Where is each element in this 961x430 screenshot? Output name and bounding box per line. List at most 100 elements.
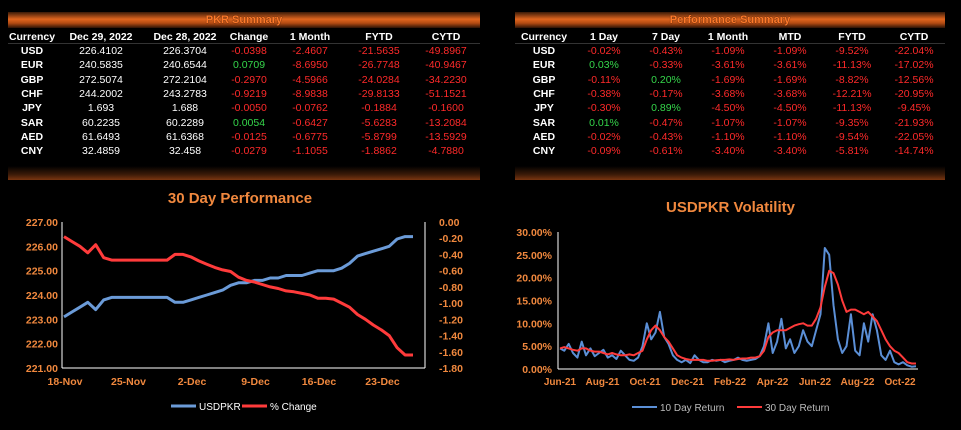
chart-title: USDPKR Volatility — [666, 199, 795, 216]
value-cell: -21.5635 — [358, 45, 400, 58]
column-header: 1 Month — [697, 30, 759, 44]
value-cell: -8.6950 — [292, 59, 328, 72]
value-cell: -1.69% — [711, 73, 745, 86]
thirty-day-performance-chart: 30 Day Performance 227.00 226.00 225.00 224… — [0, 185, 480, 425]
value-cell: -0.1600 — [428, 102, 464, 115]
currency-cell: CHF — [533, 88, 555, 101]
column-header: MTD — [759, 30, 821, 44]
value-cell: -0.0050 — [231, 102, 267, 115]
table-row: AED -0.02% -0.43% -1.10% -1.10% -9.54% -22.05% — [515, 130, 945, 144]
column-header: FYTD — [346, 30, 412, 44]
value-cell: -0.0125 — [231, 130, 267, 143]
value-cell: -20.95% — [894, 88, 934, 101]
column-header: Currency — [8, 30, 56, 44]
value-cell: 0.89% — [651, 102, 681, 115]
value-cell: -1.09% — [773, 45, 807, 58]
currency-cell: GBP — [532, 73, 556, 86]
performance-summary-footer-band — [515, 166, 945, 180]
y-tick-label-right: 0.00 — [439, 217, 460, 229]
table-row: CHF 244.2002 243.2783 -0.9219 -8.9838 -29.813… — [8, 87, 480, 101]
column-header: Currency — [515, 30, 573, 44]
x-tick-label: Oct-22 — [884, 377, 916, 388]
value-cell: -0.6775 — [292, 130, 328, 143]
value-cell: -0.43% — [649, 45, 683, 58]
legend-label: % Change — [270, 402, 317, 413]
currency-cell: JPY — [534, 102, 554, 115]
y-tick-label-right: -0.60 — [439, 266, 463, 278]
y-tick-label-left: 221.00 — [26, 363, 58, 375]
value-cell: -0.11% — [587, 73, 621, 86]
value-cell: -40.9467 — [425, 59, 467, 72]
value-cell: -1.8862 — [361, 145, 397, 158]
value-cell: -3.68% — [773, 88, 807, 101]
value-cell: -11.13% — [832, 102, 872, 115]
value-cell: -0.0279 — [231, 145, 267, 158]
value-cell: -22.05% — [894, 130, 934, 143]
x-tick-label: Aug-21 — [586, 377, 620, 388]
value-cell: -0.61% — [649, 145, 683, 158]
performance-summary-panel: Performance Summary Currency 1 Day 7 Day 1 … — [515, 12, 945, 180]
table-row: SAR 60.2235 60.2289 0.0054 -0.6427 -5.6283 -13… — [8, 115, 480, 129]
y-tick-label-right: -1.00 — [439, 298, 463, 310]
y-tick-label-right: -0.20 — [439, 233, 463, 245]
table-row: GBP -0.11% 0.20% -1.69% -1.69% -8.82% -12.56% — [515, 73, 945, 87]
series-line-0 — [559, 247, 917, 368]
currency-cell: USD — [532, 45, 556, 58]
value-cell: -1.10% — [773, 130, 807, 143]
value-cell: 244.2002 — [79, 88, 123, 101]
value-cell: -1.1055 — [292, 145, 328, 158]
value-cell: -0.33% — [649, 59, 683, 72]
series-line-0 — [63, 235, 413, 319]
x-tick-label: Jun-22 — [799, 377, 832, 388]
value-cell: -3.61% — [773, 59, 807, 72]
column-header: Change — [224, 30, 274, 44]
x-tick-label: 23-Dec — [365, 376, 400, 388]
x-tick-label: 16-Dec — [302, 376, 337, 388]
x-tick-label: Feb-22 — [714, 377, 747, 388]
value-cell: 1.688 — [171, 102, 199, 115]
y-tick-label-left: 226.00 — [26, 241, 58, 253]
series-line-1 — [559, 269, 916, 365]
value-cell: -29.8133 — [358, 88, 400, 101]
value-cell: -13.2084 — [425, 116, 467, 129]
table-row: EUR 0.03% -0.33% -3.61% -3.61% -11.13% -17.02% — [515, 58, 945, 72]
y-tick-label-left: 224.00 — [26, 290, 58, 302]
currency-cell: SAR — [532, 116, 556, 129]
x-tick-label: 2-Dec — [178, 376, 207, 388]
value-cell: -9.35% — [835, 116, 869, 129]
value-cell: -3.68% — [711, 88, 745, 101]
currency-cell: EUR — [20, 59, 44, 72]
x-tick-label: Jun-21 — [544, 377, 577, 388]
value-cell: -0.09% — [587, 145, 621, 158]
y-tick-label-right: -0.40 — [439, 249, 463, 261]
value-cell: -26.7748 — [358, 59, 400, 72]
value-cell: 0.20% — [651, 73, 681, 86]
value-cell: -9.54% — [835, 130, 869, 143]
value-cell: -5.8799 — [361, 130, 397, 143]
y-tick-label-right: -0.80 — [439, 282, 463, 294]
x-tick-label: 9-Dec — [241, 376, 270, 388]
value-cell: -11.13% — [832, 59, 872, 72]
value-cell: -0.38% — [587, 88, 621, 101]
value-cell: 32.458 — [168, 145, 202, 158]
value-cell: -0.02% — [587, 45, 621, 58]
y-tick-label-right: -1.20 — [439, 314, 463, 326]
value-cell: 1.693 — [87, 102, 115, 115]
value-cell: -51.1521 — [425, 88, 467, 101]
table-row: USD -0.02% -0.43% -1.09% -1.09% -9.52% -22.04% — [515, 44, 945, 59]
performance-summary-title: Performance Summary — [515, 12, 945, 28]
pkr-summary-footer-band — [8, 166, 480, 180]
value-cell: -12.21% — [832, 88, 872, 101]
value-cell: -0.02% — [587, 130, 621, 143]
thirty-day-performance-svg: 227.00 226.00 225.00 224.00 223.00 222.00 221.… — [26, 217, 463, 413]
value-cell: -24.0284 — [358, 73, 400, 86]
table-row: JPY -0.30% 0.89% -4.50% -4.50% -11.13% -9.45% — [515, 101, 945, 115]
value-cell: -0.0762 — [292, 102, 328, 115]
y-tick-label: 25.00% — [516, 250, 552, 262]
column-header: Dec 28, 2022 — [146, 30, 224, 44]
currency-cell: AED — [532, 130, 556, 143]
value-cell: 61.6368 — [166, 130, 204, 143]
value-cell: 226.3704 — [163, 45, 207, 58]
chart-title: 30 Day Performance — [167, 190, 313, 207]
value-cell: -0.47% — [649, 116, 683, 129]
